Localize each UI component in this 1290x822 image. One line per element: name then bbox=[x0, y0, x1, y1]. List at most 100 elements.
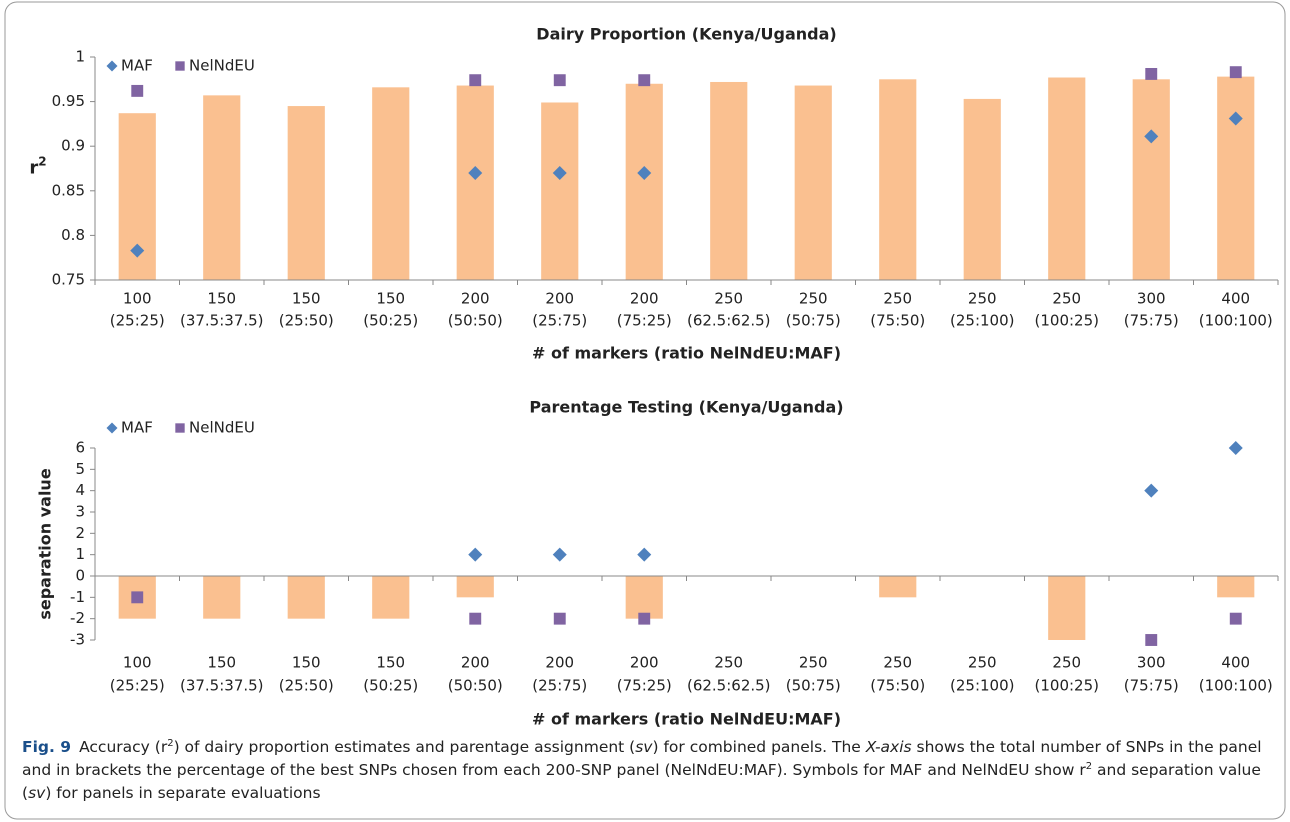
x-tick-label: (100:100) bbox=[1199, 677, 1273, 695]
bar bbox=[1048, 77, 1086, 281]
marker-diamond bbox=[468, 547, 483, 562]
marker-square bbox=[1229, 66, 1242, 79]
caption-text: X-axis bbox=[865, 738, 912, 756]
x-tick-label: 150 bbox=[376, 290, 405, 308]
bar bbox=[879, 79, 917, 280]
x-tick-label: 250 bbox=[1052, 654, 1081, 672]
x-tick-label: (75:50) bbox=[870, 312, 925, 330]
caption-text: ) for panels in separate evaluations bbox=[45, 784, 321, 802]
marker-diamond bbox=[106, 422, 118, 434]
x-tick-label: (25:100) bbox=[950, 677, 1014, 695]
marker-diamond bbox=[1228, 441, 1243, 455]
marker-diamond bbox=[637, 165, 652, 180]
bar bbox=[541, 102, 579, 280]
marker-diamond bbox=[552, 547, 567, 562]
x-tick-label: (25:50) bbox=[279, 677, 334, 695]
bar bbox=[1048, 576, 1086, 640]
x-tick-label: 250 bbox=[799, 290, 828, 308]
bar bbox=[1217, 576, 1255, 598]
marker-square bbox=[175, 61, 185, 71]
x-tick-label: (75:50) bbox=[870, 677, 925, 695]
y-tick-label: -1 bbox=[70, 588, 85, 606]
y-axis-title: separation value bbox=[36, 468, 55, 620]
bar bbox=[879, 576, 917, 598]
bar bbox=[372, 87, 410, 280]
marker-diamond bbox=[552, 165, 567, 180]
x-tick-label: 300 bbox=[1137, 654, 1166, 672]
y-tick-label: 0.75 bbox=[52, 271, 85, 289]
marker-diamond bbox=[130, 243, 145, 258]
y-tick-label: 0.85 bbox=[52, 181, 85, 199]
x-tick-label: (25:50) bbox=[279, 312, 334, 330]
marker-square bbox=[469, 74, 482, 87]
figure-border bbox=[4, 1, 1286, 820]
caption-text: Accuracy (r bbox=[79, 738, 168, 756]
y-tick-label: 6 bbox=[75, 439, 85, 457]
x-tick-label: (62.5:62.5) bbox=[687, 677, 771, 695]
x-tick-label: (75:25) bbox=[617, 677, 672, 695]
y-tick-label: -3 bbox=[70, 631, 85, 649]
x-tick-label: (50:50) bbox=[448, 312, 503, 330]
chart-title: Dairy Proportion (Kenya/Uganda) bbox=[536, 25, 836, 44]
bar bbox=[287, 576, 325, 619]
marker-square bbox=[553, 74, 566, 87]
bar bbox=[287, 106, 325, 280]
x-tick-label: (50:25) bbox=[363, 312, 418, 330]
x-axis-title: # of markers (ratio NelNdEU:MAF) bbox=[532, 344, 841, 363]
marker-square bbox=[131, 84, 144, 97]
bar bbox=[963, 98, 1001, 280]
bar bbox=[710, 81, 748, 280]
y-tick-label: 3 bbox=[75, 503, 85, 521]
x-tick-label: (100:25) bbox=[1035, 677, 1099, 695]
legend-label: MAF bbox=[121, 419, 153, 437]
x-tick-label: 200 bbox=[630, 290, 659, 308]
x-tick-label: 200 bbox=[461, 290, 490, 308]
x-tick-label: 150 bbox=[292, 290, 321, 308]
x-tick-label: 200 bbox=[461, 654, 490, 672]
chart-title: Parentage Testing (Kenya/Uganda) bbox=[529, 398, 843, 417]
x-tick-label: 400 bbox=[1221, 654, 1250, 672]
x-tick-label: 250 bbox=[714, 290, 743, 308]
marker-square bbox=[1229, 612, 1242, 625]
x-tick-label: 200 bbox=[630, 654, 659, 672]
y-tick-label: 5 bbox=[75, 460, 85, 478]
x-tick-label: 200 bbox=[545, 290, 574, 308]
marker-square bbox=[638, 612, 651, 625]
x-tick-label: 150 bbox=[207, 290, 236, 308]
x-tick-label: (25:100) bbox=[950, 312, 1014, 330]
caption-text: shows the total number of SNPs in the pa… bbox=[22, 738, 1262, 779]
marker-diamond bbox=[1228, 111, 1243, 126]
marker-diamond bbox=[637, 547, 652, 562]
y-axis-title-sup: 2 bbox=[38, 154, 46, 168]
x-tick-label: (50:50) bbox=[448, 677, 503, 695]
marker-diamond bbox=[1144, 129, 1159, 144]
y-axis-title-base: r bbox=[29, 158, 38, 179]
x-tick-label: (25:25) bbox=[110, 677, 165, 695]
caption-text: sv bbox=[28, 784, 46, 802]
legend-label: NelNdEU bbox=[189, 57, 255, 75]
caption-text: 2 bbox=[1085, 760, 1093, 772]
bar bbox=[203, 576, 241, 619]
caption-text: sv bbox=[635, 738, 653, 756]
x-tick-label: (75:25) bbox=[617, 312, 672, 330]
x-tick-label: 250 bbox=[968, 290, 997, 308]
bar bbox=[1132, 79, 1170, 280]
bar bbox=[625, 576, 663, 619]
marker-square bbox=[469, 612, 482, 625]
y-tick-label: 1 bbox=[75, 545, 85, 563]
bar bbox=[456, 576, 494, 598]
y-tick-label: 0.8 bbox=[61, 226, 85, 244]
x-tick-label: 250 bbox=[883, 654, 912, 672]
x-tick-label: 100 bbox=[123, 290, 152, 308]
x-tick-label: (25:25) bbox=[110, 312, 165, 330]
x-tick-label: (100:25) bbox=[1035, 312, 1099, 330]
x-tick-label: 250 bbox=[883, 290, 912, 308]
marker-square bbox=[1145, 634, 1158, 646]
x-tick-label: (75:75) bbox=[1124, 312, 1179, 330]
x-tick-label: (50:75) bbox=[786, 677, 841, 695]
x-tick-label: 200 bbox=[545, 654, 574, 672]
caption-text: ) for combined panels. The bbox=[652, 738, 866, 756]
x-tick-label: (75:75) bbox=[1124, 677, 1179, 695]
x-tick-label: 150 bbox=[207, 654, 236, 672]
